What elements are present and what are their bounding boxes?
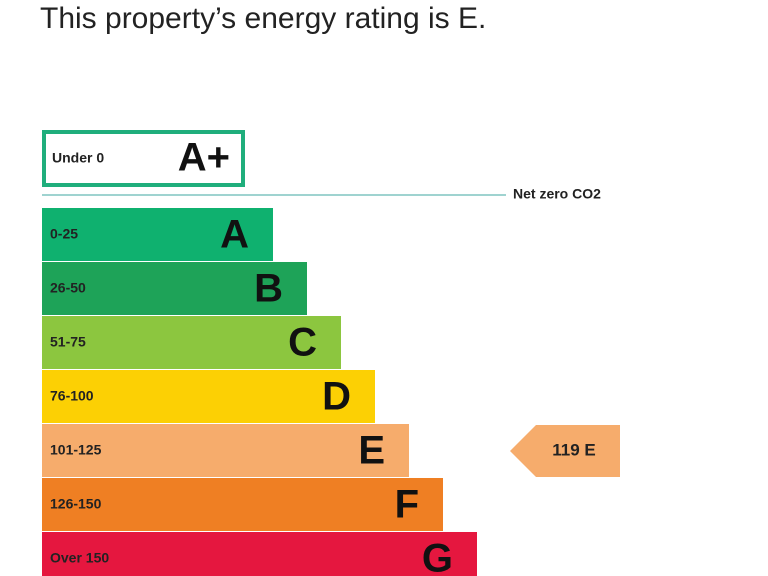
- top-band-range: Under 0: [52, 150, 104, 166]
- band-range: 0-25: [50, 226, 78, 242]
- band-bar: [42, 424, 409, 477]
- top-band-box: [42, 130, 245, 187]
- band-bar: [42, 532, 477, 576]
- band-range: 101-125: [50, 442, 102, 458]
- band-bar: [42, 262, 307, 315]
- band-letter: C: [288, 321, 317, 365]
- band-bar: [42, 370, 375, 423]
- band-letter: E: [358, 429, 385, 473]
- band-range: 26-50: [50, 280, 86, 296]
- band-range: 76-100: [50, 388, 94, 404]
- band-letter: B: [254, 267, 283, 311]
- band-range: 126-150: [50, 496, 102, 512]
- band-bar: [42, 208, 273, 261]
- top-band-letter: A+: [178, 136, 230, 180]
- band-range: Over 150: [50, 550, 109, 566]
- band-letter: G: [422, 537, 453, 576]
- band-range: 51-75: [50, 334, 86, 350]
- band-letter: F: [395, 483, 419, 527]
- band-bar: [42, 478, 443, 531]
- band-letter: D: [322, 375, 351, 419]
- rating-marker-label: 119 E: [552, 440, 596, 459]
- rating-marker: [510, 425, 620, 477]
- band-letter: A: [220, 213, 249, 257]
- heading: This property’s energy rating is E.: [40, 2, 486, 35]
- net-zero-label: Net zero CO2: [513, 186, 601, 202]
- band-bar: [42, 316, 341, 369]
